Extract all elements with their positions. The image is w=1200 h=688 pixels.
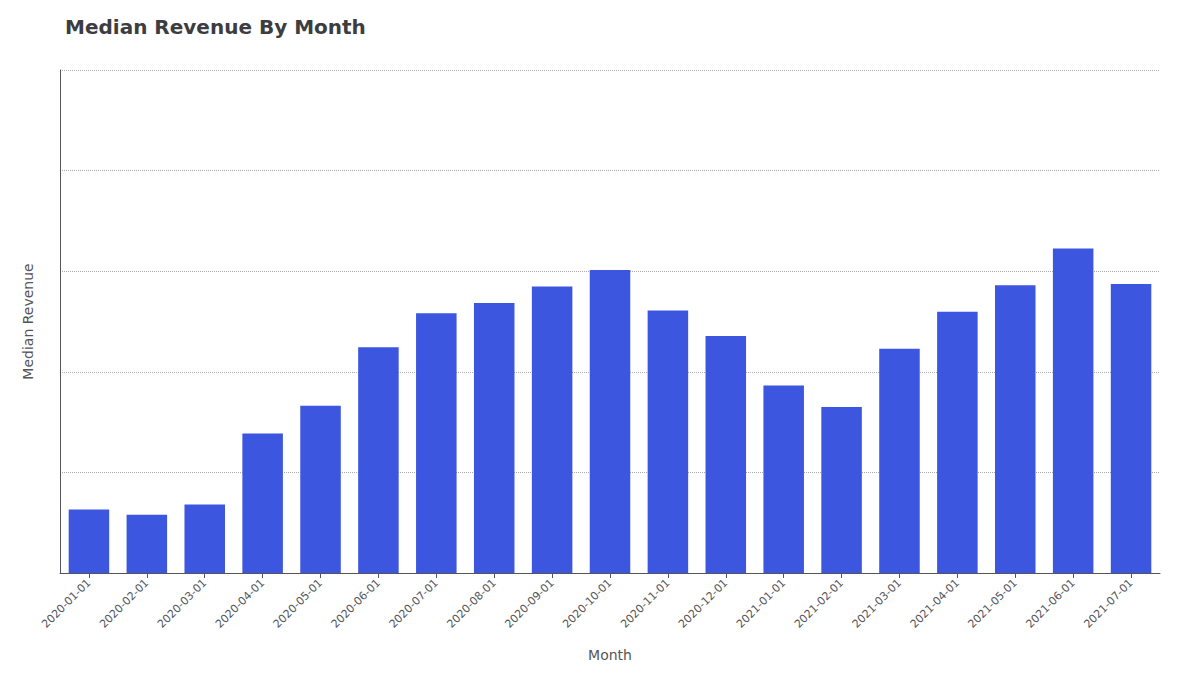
- svg-text:2020-04-01: 2020-04-01: [213, 576, 267, 630]
- svg-text:2020-12-01: 2020-12-01: [676, 576, 730, 630]
- svg-text:2021-02-01: 2021-02-01: [792, 576, 846, 630]
- svg-text:2021-05-01: 2021-05-01: [966, 576, 1020, 630]
- svg-text:2020-11-01: 2020-11-01: [618, 576, 672, 630]
- svg-text:2021-01-01: 2021-01-01: [734, 576, 788, 630]
- svg-text:2020-03-01: 2020-03-01: [155, 576, 209, 630]
- svg-text:2020-06-01: 2020-06-01: [329, 576, 383, 630]
- svg-text:2020-08-01: 2020-08-01: [444, 576, 498, 630]
- svg-text:2021-04-01: 2021-04-01: [908, 576, 962, 630]
- svg-text:2021-07-01: 2021-07-01: [1081, 576, 1135, 630]
- svg-text:2021-03-01: 2021-03-01: [850, 576, 904, 630]
- svg-text:Median Revenue By Month: Median Revenue By Month: [65, 15, 366, 39]
- svg-text:2020-02-01: 2020-02-01: [97, 576, 151, 630]
- svg-text:2020-10-01: 2020-10-01: [560, 576, 614, 630]
- svg-text:2020-09-01: 2020-09-01: [502, 576, 556, 630]
- svg-text:2020-05-01: 2020-05-01: [271, 576, 325, 630]
- svg-text:2020-07-01: 2020-07-01: [387, 576, 441, 630]
- svg-text:Month: Month: [588, 647, 632, 663]
- svg-text:2021-06-01: 2021-06-01: [1023, 576, 1077, 630]
- svg-text:Median Revenue: Median Revenue: [20, 263, 36, 379]
- svg-text:2020-01-01: 2020-01-01: [39, 576, 93, 630]
